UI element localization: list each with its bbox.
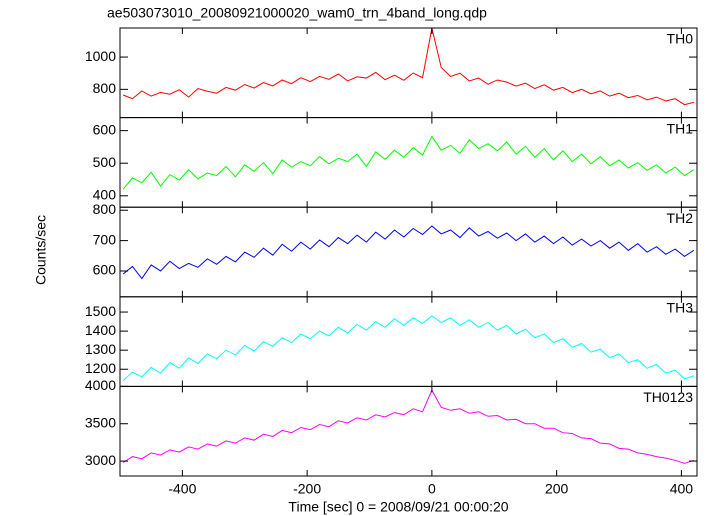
light-curve [122,388,695,464]
light-curve [122,135,695,190]
chart-title: ae503073010_20080921000020_wam0_trn_4ban… [107,5,487,21]
band-label: TH2 [667,210,694,226]
y-axis-label: Counts/sec [33,215,49,285]
y-tick-label: 600 [93,262,117,278]
light-curve [122,315,695,382]
x-tick-label: 200 [545,481,569,497]
y-tick-label: 1500 [85,303,116,319]
y-tick-label: 1000 [85,48,116,64]
y-tick-label: 3000 [85,452,116,468]
x-tick-label: 0 [428,481,436,497]
panel-frame [119,385,698,477]
band-label: TH0 [667,31,694,47]
panel-frame [119,206,698,298]
x-tick-label: -200 [293,481,321,497]
y-tick-label: 400 [93,186,117,202]
y-tick-label: 4000 [85,377,116,393]
x-axis-label: Time [sec] 0 = 2008/09/21 00:00:20 [288,499,508,515]
y-tick-label: 1300 [85,341,116,357]
panel-frame [119,27,698,119]
band-label: TH3 [667,300,694,316]
panel-frame [119,117,698,208]
y-tick-label: 3500 [85,414,116,430]
y-tick-label: 800 [93,80,117,96]
light-curve [122,28,695,106]
y-tick-label: 600 [93,121,117,137]
y-tick-label: 1200 [85,360,116,376]
band-label: TH1 [667,120,694,136]
y-tick-label: 700 [93,231,117,247]
x-tick-label: -400 [168,481,196,497]
y-tick-label: 1400 [85,322,116,338]
y-tick-label: 800 [93,201,117,217]
band-label: TH0123 [643,389,693,405]
y-tick-label: 500 [93,154,117,170]
x-tick-label: 400 [670,481,694,497]
panel-frame [119,296,698,387]
light-curve [122,225,695,280]
